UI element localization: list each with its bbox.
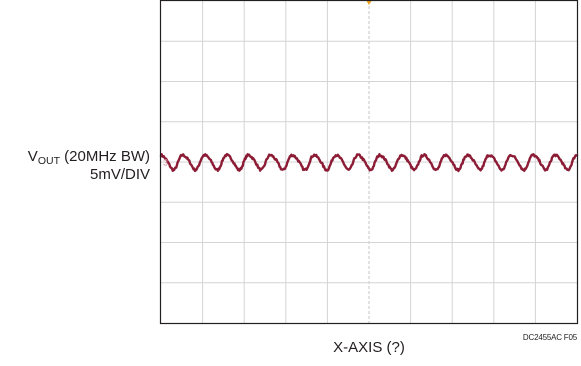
trace-layer: [159, 152, 579, 173]
y-axis-scale-label: 5mV/DIV: [89, 166, 150, 183]
channel-marker: 3: [163, 158, 168, 168]
ripple-trace: [159, 152, 579, 173]
y-label-quantity: V: [27, 148, 38, 165]
plot-frame: [159, 0, 579, 325]
y-axis-label: VOUT (20MHz BW): [28, 147, 150, 166]
graticule-grid: [161, 1, 577, 323]
y-label-bandwidth: (20MHz BW): [64, 148, 150, 165]
trigger-marker: [366, 1, 372, 5]
y-label-subscript: OUT: [37, 155, 60, 167]
x-axis-label: X-AXIS (?): [333, 339, 405, 356]
chart-marks: 3: [163, 1, 372, 168]
figure-id-label: DC2455AC F05: [522, 333, 577, 342]
